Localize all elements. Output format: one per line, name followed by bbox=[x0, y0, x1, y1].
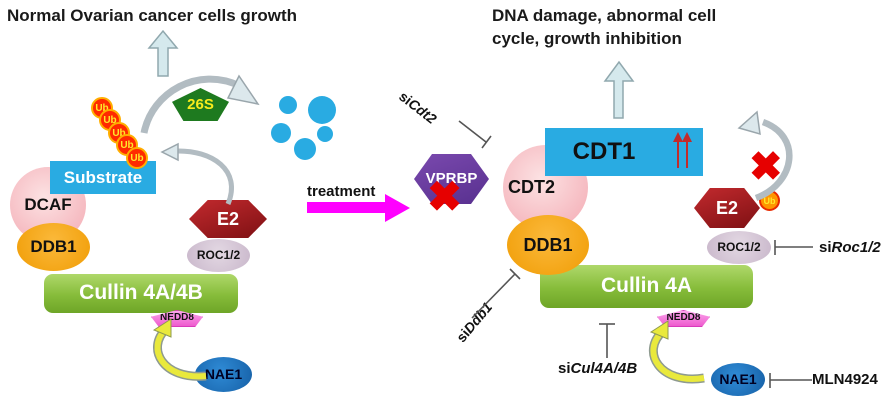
nae1-node-right: NAE1 bbox=[711, 363, 765, 396]
e2-node-right: E2 bbox=[694, 188, 760, 228]
si-ddb1-label: siDdb1 bbox=[453, 299, 495, 345]
si-prefix: si bbox=[819, 239, 832, 256]
ubiquitin-icon: Ub bbox=[126, 147, 148, 169]
si-roc12-label: siRoc1/2 bbox=[819, 239, 881, 256]
growth-up-arrow bbox=[147, 29, 179, 77]
si-gene: Cdt2 bbox=[405, 95, 440, 127]
e2-transfer-arrowhead bbox=[160, 142, 179, 162]
si-prefix: si bbox=[558, 360, 571, 377]
si-ddb1-inhibition-bar bbox=[509, 268, 521, 280]
cdt2-label: CDT2 bbox=[508, 177, 556, 197]
e2-node-left: E2 bbox=[189, 200, 267, 238]
e2-transfer-arrow bbox=[175, 148, 234, 205]
right-title-line1: DNA damage, abnormal cell bbox=[492, 6, 717, 25]
neddylation-arrow-outline bbox=[648, 327, 705, 384]
vprbp-node: VPRBP bbox=[414, 154, 489, 204]
cullin-4a4b-node: Cullin 4A/4B bbox=[44, 274, 238, 313]
ddb1-node-right: DDB1 bbox=[507, 215, 589, 275]
si-cdt2-inhibition-line bbox=[458, 120, 487, 143]
inhibition-up-arrow bbox=[603, 60, 635, 119]
peptide-dot bbox=[308, 96, 336, 124]
right-title: DNA damage, abnormal cell cycle, growth … bbox=[492, 5, 832, 51]
si-cdt2-label: siCdt2 bbox=[396, 88, 440, 127]
neddylation-arrow-right bbox=[650, 328, 705, 382]
right-title-line2: cycle, growth inhibition bbox=[492, 28, 682, 48]
ubiquitin-icon: Ub bbox=[759, 190, 780, 211]
peptide-dot bbox=[279, 96, 297, 114]
roc12-node-left: ROC1/2 bbox=[187, 239, 250, 272]
si-gene: Cul4A/4B bbox=[570, 360, 638, 377]
peptide-dot bbox=[271, 123, 291, 143]
si-cdt2-inhibition-bar bbox=[481, 135, 492, 149]
peptide-dot bbox=[294, 138, 316, 160]
si-gene: Roc1/2 bbox=[831, 239, 881, 256]
ddb1-node-left: DDB1 bbox=[17, 223, 90, 271]
mln4924-label: MLN4924 bbox=[812, 371, 878, 388]
proteasome-26s-shape: 26S bbox=[172, 88, 229, 121]
si-gene: Ddb1 bbox=[460, 299, 496, 337]
nae1-node-left: NAE1 bbox=[195, 357, 252, 392]
left-title: Normal Ovarian cancer cells growth bbox=[7, 6, 298, 25]
red-x-icon: ✖ bbox=[427, 173, 463, 220]
peptide-dot bbox=[317, 126, 333, 142]
treatment-label: treatment bbox=[307, 183, 376, 200]
red-x-icon: ✖ bbox=[749, 145, 783, 189]
proteasome-cycle-arrowhead bbox=[226, 74, 260, 106]
roc12-node-right: ROC1/2 bbox=[707, 231, 771, 264]
cullin-4a-node: Cullin 4A bbox=[540, 265, 753, 308]
cdt1-node: CDT1 bbox=[545, 128, 703, 176]
si-cul4a4b-label: siCul4A/4B bbox=[558, 360, 637, 377]
nedd8-node-right: NEDD8 bbox=[657, 310, 710, 327]
blocked-transfer-arrowhead bbox=[737, 110, 761, 136]
